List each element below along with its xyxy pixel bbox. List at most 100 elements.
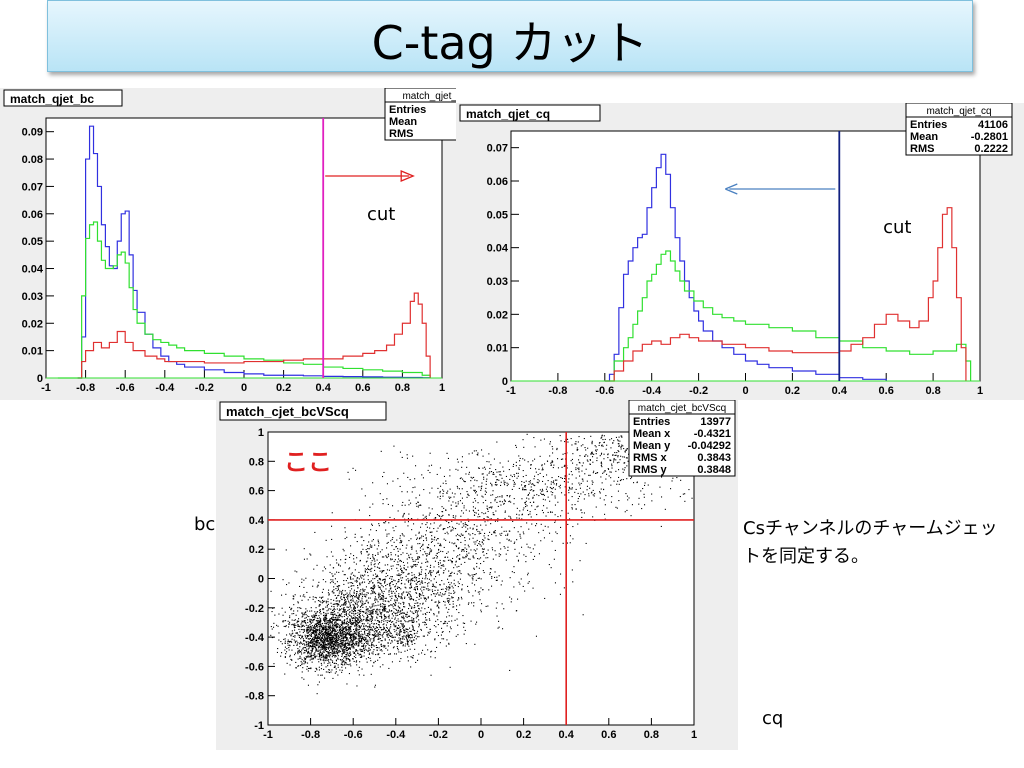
bc-series-blue — [77, 125, 431, 379]
scatter-point — [410, 578, 412, 580]
scatter-point — [402, 577, 404, 579]
scatter-point — [343, 596, 345, 598]
scatter-point — [382, 636, 384, 638]
scatter-point — [307, 599, 309, 601]
scatter-point — [372, 482, 374, 484]
scatter-point — [422, 621, 424, 623]
scatter-point — [366, 613, 368, 615]
scatter-point — [468, 558, 470, 560]
scatter-point — [465, 556, 467, 558]
scatter-point — [306, 650, 308, 652]
scatter-point — [354, 637, 356, 639]
scatter-point — [537, 479, 539, 481]
scatter-point — [335, 655, 337, 657]
scatter-point — [402, 617, 404, 619]
scatter-point — [462, 534, 464, 536]
scatter-point — [433, 614, 435, 616]
scatter-point — [589, 459, 591, 461]
scatter-point — [586, 489, 588, 491]
scatter-point — [346, 658, 348, 660]
scatter-point — [271, 628, 273, 630]
scatter-point — [393, 560, 395, 562]
scatter-point — [354, 533, 356, 535]
scatter-point — [328, 652, 330, 654]
scatter-point — [449, 598, 451, 600]
scatter-point — [392, 565, 394, 567]
scatter-point — [451, 520, 453, 522]
scatter-point — [336, 623, 338, 625]
scatter-point — [315, 624, 317, 626]
scatter-point — [404, 620, 406, 622]
scatter-point — [309, 645, 311, 647]
scatter-point — [487, 510, 489, 512]
scatter-point — [375, 598, 377, 600]
scatter-point — [407, 518, 409, 520]
scatter-point — [349, 634, 351, 636]
cq-ytick-label: 0.04 — [487, 243, 509, 255]
scatter-point — [377, 585, 379, 587]
scatter-point — [394, 639, 396, 641]
scatter-point — [315, 667, 317, 669]
scatter-point — [475, 573, 477, 575]
scatter-point — [399, 485, 401, 487]
scatter-point — [626, 478, 628, 480]
scatter-point — [277, 625, 279, 627]
scatter-point — [335, 614, 337, 616]
scatter-point — [314, 623, 316, 625]
scatter-point — [498, 479, 500, 481]
scatter-point — [341, 599, 343, 601]
scatter-point — [600, 476, 602, 478]
scatter-point — [399, 451, 401, 453]
scatter-point — [349, 590, 351, 592]
scatter-point — [444, 622, 446, 624]
scatter-point — [447, 551, 449, 553]
scatter-point — [349, 620, 351, 622]
scatter-point — [293, 625, 295, 627]
scatter-point — [395, 625, 397, 627]
scatter-point — [647, 484, 649, 486]
scatter-point — [409, 633, 411, 635]
scatter-point — [402, 601, 404, 603]
scatter-point — [400, 577, 402, 579]
scatter-point — [419, 593, 421, 595]
cq-xtick-label: -0.8 — [548, 385, 567, 397]
scatter-point — [354, 606, 356, 608]
scatter-point — [491, 577, 493, 579]
scatter-point — [503, 546, 505, 548]
scatter-point — [274, 614, 276, 616]
scatter-point — [308, 627, 310, 629]
scatter-point — [332, 615, 334, 617]
cq-series-green — [604, 250, 972, 382]
scatter-point — [379, 582, 381, 584]
scatter-point — [308, 634, 310, 636]
scatter-point — [435, 586, 437, 588]
scatter-point — [372, 653, 374, 655]
scatter-point — [285, 626, 287, 628]
scatter-point — [345, 649, 347, 651]
scatter-point — [330, 654, 332, 656]
scatter-point — [494, 484, 496, 486]
cq-stats-value: 0.2222 — [974, 143, 1008, 155]
scatter-point — [424, 516, 426, 518]
scatter-point — [355, 636, 357, 638]
scatter-point — [391, 617, 393, 619]
scatter-point — [285, 593, 287, 595]
scatter-point — [384, 597, 386, 599]
scatter-point — [326, 614, 328, 616]
scatter-point — [395, 525, 397, 527]
scatter-point — [333, 643, 335, 645]
scatter-point — [323, 662, 325, 664]
scatter-point — [550, 483, 552, 485]
scatter-point — [491, 576, 493, 578]
scatter-point — [284, 638, 286, 640]
scatter-point — [397, 618, 399, 620]
scatter-point — [415, 592, 417, 594]
scatter-point — [517, 531, 519, 533]
scatter-point — [426, 619, 428, 621]
scatter-point — [327, 592, 329, 594]
scatter-point — [308, 642, 310, 644]
scatter-point — [315, 642, 317, 644]
scatter-point — [413, 574, 415, 576]
scatter-point — [349, 627, 351, 629]
scatter-point — [362, 548, 364, 550]
